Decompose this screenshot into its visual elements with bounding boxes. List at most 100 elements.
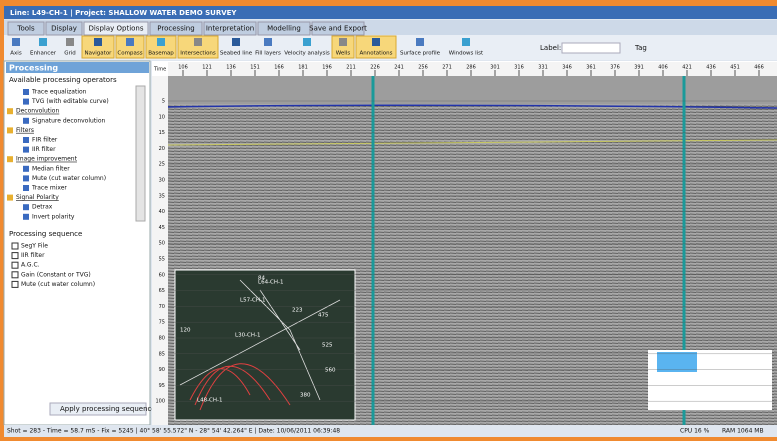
top-ruler-label: 436 [706,65,716,71]
tree-item[interactable]: Mute (cut water column) [32,175,106,182]
status-bar [4,425,777,437]
tree-item[interactable]: Invert polarity [32,213,75,220]
left-ruler-label: 50 [159,241,165,247]
map-label: L64-CH-1 [258,280,284,286]
top-ruler-label: 316 [514,65,524,71]
top-ruler-label: 196 [322,65,332,71]
tab-label: Display Options [88,25,143,33]
checkbox[interactable] [11,261,19,269]
map-inset[interactable] [174,269,356,421]
tree-item[interactable]: Trace equalization [31,89,87,96]
top-ruler-label: 391 [634,65,644,71]
ribbon-icon[interactable] [12,38,20,46]
ribbon-icon[interactable] [339,38,347,46]
map-lines [179,279,341,401]
ribbon-button-label: Intersections [180,51,216,57]
tree-item[interactable]: Deconvolution [16,108,59,115]
left-ruler-label: 35 [159,193,165,199]
tree-item[interactable]: Image improvement [16,156,78,163]
status-position: Shot = 283 - Time = 58.7 mS - Fix = 5245… [7,428,340,435]
top-ruler-label: 421 [682,65,692,71]
ribbon-button-label: Enhancer [30,51,57,57]
left-ruler-label: 85 [159,351,165,357]
ribbon-icon[interactable] [194,38,202,46]
tab[interactable] [7,21,45,36]
sequence-item: Gain (Constant or TVG) [21,271,91,278]
tree-item[interactable]: FIR filter [32,137,58,144]
ribbon-icon[interactable] [94,38,102,46]
checkbox[interactable] [11,252,19,260]
section-title: Available processing operators [9,76,117,84]
left-ruler [152,76,168,425]
ribbon-icon[interactable] [462,38,470,46]
tree-item[interactable]: IIR filter [32,146,56,153]
map-label: 223 [292,308,303,314]
tree-item[interactable]: Signal Polarity [16,194,59,201]
tag-button[interactable]: Tag [634,44,647,52]
ribbon-icon[interactable] [66,38,74,46]
ribbon-button-label: Seabed line [220,51,253,57]
section-title: Processing sequence [9,230,82,238]
ruler-corner: Time [153,67,166,73]
tree-icon [23,185,29,191]
ribbon-icon[interactable] [232,38,240,46]
checkbox[interactable] [11,271,19,279]
tree-item[interactable]: Filters [16,127,34,134]
ribbon-icon[interactable] [416,38,424,46]
title-bar [4,6,777,19]
left-ruler-label: 25 [159,162,165,168]
ribbon-icon[interactable] [303,38,311,46]
tab[interactable] [149,21,203,36]
ribbon-icon[interactable] [157,38,165,46]
ribbon-icon[interactable] [372,38,380,46]
ribbon-button-label: Navigator [85,51,113,57]
ribbon-icon[interactable] [39,38,47,46]
ribbon-icon[interactable] [126,38,134,46]
panel-header-bg [6,62,149,73]
ribbon-button-label: Basemap [148,51,174,57]
map-label: L57-CH-1 [240,298,266,304]
tab[interactable] [203,21,257,36]
left-ruler-label: 80 [159,336,165,342]
left-ruler-label: 75 [159,320,165,326]
left-ruler-label: 55 [159,257,165,263]
tree-item[interactable]: TVG (with editable curve) [31,98,109,105]
left-ruler-label: 45 [159,225,165,231]
top-ruler-label: 466 [754,65,764,71]
ribbon-icon[interactable] [264,38,272,46]
sequence-item: Mute (cut water column) [21,281,95,288]
checkbox[interactable] [11,280,19,288]
overview-viewport[interactable] [657,352,697,372]
top-ruler-label: 151 [250,65,260,71]
window-title: Line: L49-CH-1 | Project: SHALLOW WATER … [10,9,237,18]
label-input[interactable] [561,42,621,54]
left-ruler-label: 90 [159,367,165,373]
top-ruler-label: 331 [538,65,548,71]
tree-item[interactable]: Signature deconvolution [32,117,106,124]
tab-label: Processing [157,25,194,33]
checkbox[interactable] [11,242,19,250]
tree-item[interactable]: Trace mixer [31,185,67,192]
tab[interactable] [257,21,311,36]
tree-icon [23,98,29,105]
tree-item[interactable]: Median filter [32,165,70,172]
tab[interactable] [45,21,83,36]
tab-label: Interpretation [206,25,254,33]
sequence-item: IIR filter [21,252,45,259]
label-field-caption: Label: [540,44,561,52]
seabed-line [167,104,777,109]
tree-item[interactable]: Detrax [32,204,53,211]
tab[interactable] [311,21,365,36]
tab-label: Display [51,25,77,33]
left-ruler-label: 95 [159,383,165,389]
apply-button[interactable] [49,402,147,416]
ribbon-button-bg [177,35,219,59]
left-ruler-label: 70 [159,304,165,310]
status-ram: RAM 1064 MB [722,428,764,435]
top-ruler-label: 166 [274,65,284,71]
ribbon-button-bg [355,35,397,59]
map-label: 525 [322,343,333,349]
left-ruler-label: 40 [159,209,165,215]
map-label: 380 [300,393,311,399]
tab[interactable] [83,21,149,36]
